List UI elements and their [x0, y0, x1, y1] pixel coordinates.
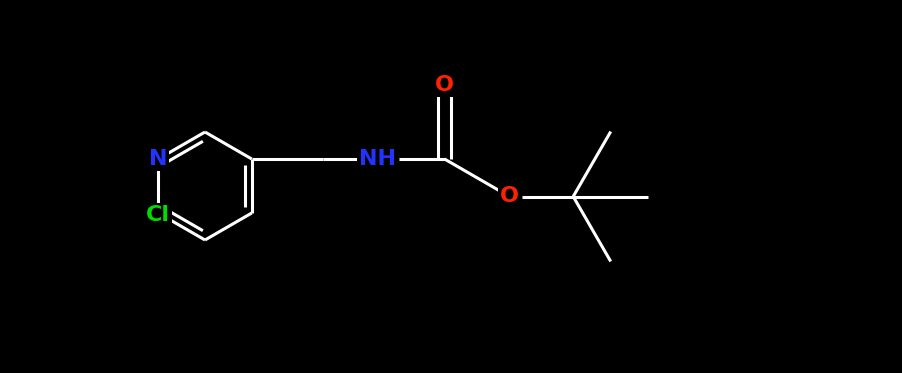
Text: Cl: Cl [146, 205, 170, 225]
Text: N: N [149, 149, 168, 169]
Text: O: O [500, 186, 519, 207]
Text: O: O [435, 75, 454, 95]
Text: NH: NH [358, 149, 395, 169]
